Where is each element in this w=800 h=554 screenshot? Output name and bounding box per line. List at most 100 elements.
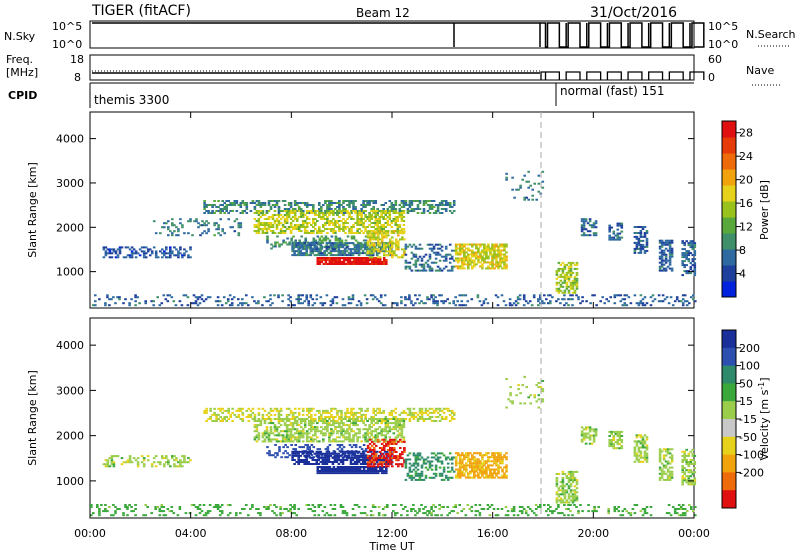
scatter-cell: [396, 232, 400, 234]
scatter-cell: [414, 200, 418, 202]
scatter-cell: [152, 457, 156, 460]
scatter-cell: [380, 468, 384, 470]
scatter-cell: [287, 208, 291, 210]
scatter-cell: [146, 459, 150, 462]
scatter-cell: [265, 508, 268, 510]
scatter-cell: [352, 263, 356, 265]
y-tick-label: 4000: [56, 133, 84, 146]
scatter-cell: [360, 418, 363, 420]
scatter-cell: [575, 267, 579, 270]
scatter-cell: [380, 463, 384, 466]
scatter-cell: [297, 254, 300, 257]
scatter-cell: [510, 304, 514, 307]
scatter-cell: [219, 212, 222, 214]
scatter-cell: [477, 243, 480, 246]
scatter-cell: [313, 463, 317, 465]
scatter-cell: [324, 239, 328, 242]
scatter-cell: [299, 450, 302, 453]
scatter-cell: [299, 426, 303, 429]
scatter-cell: [266, 235, 269, 238]
scatter-cell: [388, 413, 392, 416]
scatter-cell: [422, 265, 426, 268]
scatter-cell: [635, 235, 639, 238]
scatter-cell: [408, 202, 412, 204]
scatter-cell: [167, 226, 170, 229]
scatter-cell: [257, 204, 261, 206]
scatter-cell: [376, 218, 379, 220]
scatter-cell: [440, 204, 444, 206]
scatter-cell: [337, 252, 341, 255]
scatter-cell: [299, 422, 303, 425]
scatter-cell: [571, 271, 575, 274]
scatter-cell: [390, 202, 394, 204]
scatter-cell: [335, 246, 339, 249]
scatter-cell: [364, 409, 367, 412]
scatter-cell: [301, 409, 305, 412]
scatter-cell: [376, 263, 380, 265]
scatter-cell: [673, 508, 677, 510]
scatter-cell: [426, 259, 430, 262]
scatter-cell: [580, 218, 584, 221]
scatter-cell: [218, 300, 222, 303]
scatter-cell: [331, 302, 335, 305]
scatter-cell: [299, 298, 302, 301]
scatter-cell: [268, 450, 271, 453]
scatter-cell: [362, 210, 365, 212]
scatter-cell: [514, 300, 518, 303]
scatter-cell: [299, 461, 302, 463]
scatter-cell: [287, 216, 291, 218]
scatter-cell: [216, 304, 220, 307]
scatter-cell: [569, 261, 573, 264]
scatter-cell: [323, 452, 327, 455]
scatter-cell: [108, 252, 112, 255]
scatter-cell: [307, 232, 311, 234]
scatter-cell: [408, 420, 412, 422]
scatter-cell: [106, 463, 110, 466]
scatter-cell: [380, 457, 384, 460]
scatter-cell: [257, 214, 261, 216]
scatter-cell: [382, 252, 386, 255]
scatter-cell: [342, 228, 345, 230]
scatter-cell: [253, 300, 256, 303]
scatter-cell: [463, 243, 466, 246]
scatter-cell: [356, 428, 359, 431]
scatter-cell: [475, 245, 478, 248]
scatter-cell: [175, 457, 178, 460]
scatter-cell: [692, 510, 695, 513]
scatter-cell: [392, 302, 395, 305]
scatter-cell: [422, 263, 426, 266]
scatter-cell: [92, 512, 95, 515]
scatter-cell: [368, 447, 372, 449]
scatter-cell: [378, 426, 381, 429]
scatter-cell: [382, 438, 386, 441]
scatter-cell: [343, 450, 347, 453]
scatter-cell: [356, 468, 360, 470]
scatter-cell: [325, 454, 329, 457]
scatter-cell: [670, 249, 674, 252]
scatter-cell: [318, 230, 321, 232]
scatter-cell: [263, 232, 267, 234]
scatter-cell: [291, 512, 294, 515]
scatter-cell: [313, 302, 317, 305]
scatter-cell: [639, 249, 643, 252]
scatter-cell: [328, 261, 332, 263]
scatter-cell: [281, 430, 285, 433]
scatter-cell: [284, 450, 287, 453]
scatter-cell: [382, 447, 386, 449]
scatter-cell: [331, 254, 335, 257]
scatter-cell: [374, 413, 377, 416]
scatter-cell: [475, 247, 478, 250]
scatter-cell: [384, 438, 388, 441]
scatter-cell: [340, 261, 344, 263]
scatter-cell: [344, 222, 347, 224]
scatter-cell: [584, 218, 588, 221]
scatter-cell: [289, 418, 293, 420]
scatter-cell: [335, 452, 339, 455]
scatter-cell: [412, 407, 416, 410]
scatter-cell: [94, 304, 97, 307]
scatter-cell: [354, 411, 357, 414]
scatter-cell: [261, 407, 265, 410]
scatter-cell: [366, 463, 370, 466]
scatter-cell: [278, 446, 281, 449]
scatter-cell: [537, 174, 541, 177]
